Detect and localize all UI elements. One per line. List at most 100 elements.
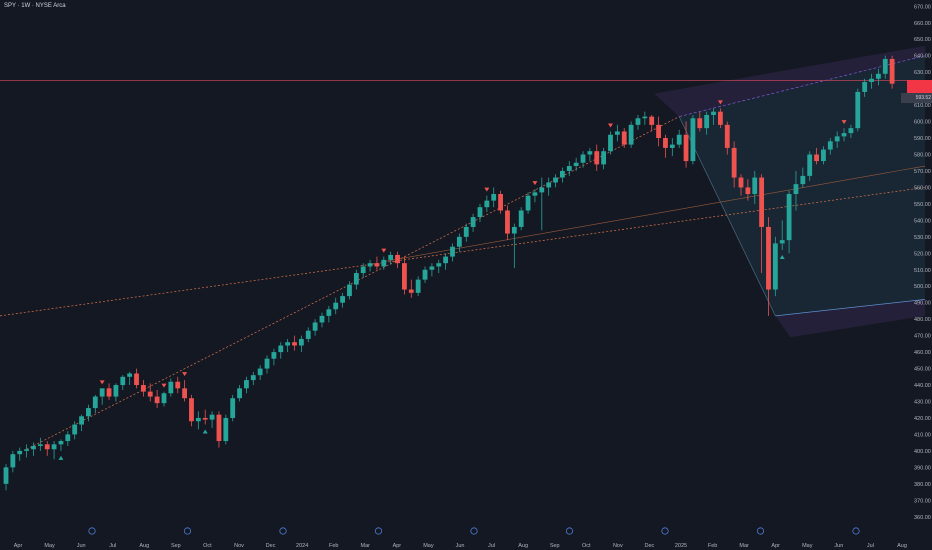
candle-body: [827, 141, 833, 150]
x-tick-label: Feb: [708, 543, 717, 549]
candle-body: [31, 445, 36, 450]
candle-body: [168, 381, 174, 394]
candle-body: [244, 380, 249, 389]
candles-layer: [3, 55, 895, 491]
candle-body: [195, 417, 201, 422]
candle-body: [347, 284, 352, 297]
candle-body: [882, 58, 888, 74]
candle-body: [601, 151, 607, 165]
candle-body: [807, 154, 813, 176]
y-tick-label: 490.00: [914, 301, 931, 307]
candle-body: [422, 269, 428, 280]
candle-body: [717, 111, 723, 125]
candle-body: [58, 441, 64, 445]
y-tick-label: 650.00: [914, 37, 931, 43]
candle-body: [161, 393, 167, 404]
candle-body: [800, 175, 806, 185]
candle-body: [724, 124, 730, 148]
candle-body: [312, 322, 318, 331]
candle-body: [230, 398, 236, 418]
x-tick-label: Dec: [266, 543, 276, 549]
y-tick-label: 470.00: [914, 334, 931, 340]
candle-body: [305, 330, 311, 339]
candle-body: [477, 207, 483, 218]
candle-body: [566, 166, 572, 171]
y-tick-label: 370.00: [914, 498, 931, 504]
event-marker-icon: [852, 527, 860, 535]
y-tick-label: 530.00: [914, 235, 931, 241]
candle-body: [841, 133, 847, 137]
candle-body: [257, 368, 263, 376]
candle-body: [189, 398, 194, 422]
candle-body: [415, 279, 421, 293]
drawings-layer: [0, 45, 932, 450]
candle-body: [72, 424, 78, 435]
candle-body: [106, 388, 112, 397]
candle-body: [745, 187, 751, 195]
candle-body: [621, 131, 627, 145]
candle-body: [237, 388, 242, 399]
candle-body: [326, 309, 332, 316]
candle-body: [697, 118, 703, 129]
candle-body: [855, 91, 861, 129]
candle-body: [79, 416, 84, 425]
candle-body: [553, 177, 558, 183]
y-tick-label: 550.00: [914, 202, 931, 208]
candle-body: [10, 454, 16, 468]
y-tick-label: 670.00: [914, 4, 931, 10]
y-tick-label: 630.00: [914, 70, 931, 76]
candle-body: [580, 154, 586, 163]
channel-fill: [679, 55, 925, 316]
sell-marker: [532, 181, 538, 186]
x-tick-label: Nov: [234, 543, 244, 549]
event-marker-icon: [183, 527, 192, 535]
x-tick-label: Jul: [867, 543, 874, 549]
candle-body: [869, 78, 874, 83]
candle-body: [587, 151, 593, 155]
candle-body: [86, 408, 91, 417]
candle-body: [264, 358, 270, 369]
x-tick-label: Sep: [171, 543, 181, 549]
candle-body: [663, 138, 668, 148]
x-tick-label: Sep: [550, 543, 560, 549]
candle-body: [539, 187, 545, 193]
candle-body: [3, 467, 9, 484]
candle-body: [285, 342, 291, 346]
x-tick-label: Jul: [488, 543, 495, 549]
x-tick-label: May: [423, 543, 434, 549]
buy-marker: [779, 255, 785, 260]
y-tick-label: 430.00: [914, 399, 931, 405]
x-tick-label: Aug: [139, 543, 149, 549]
event-marker-icon: [88, 527, 96, 535]
buy-marker: [58, 455, 64, 460]
candle-body: [635, 118, 641, 125]
x-tick-label: Oct: [203, 543, 212, 549]
candle-body: [298, 338, 304, 346]
x-tick-label: Jun: [834, 543, 843, 549]
candle-body: [367, 263, 373, 267]
y-tick-label: 640.00: [914, 54, 931, 60]
candle-body: [821, 149, 826, 162]
candle-body: [223, 417, 229, 442]
y-tick-label: 520.00: [914, 251, 931, 257]
y-tick-label: 360.00: [914, 515, 931, 521]
candle-body: [450, 246, 455, 257]
candle-body: [250, 375, 256, 381]
candle-body: [360, 266, 366, 274]
candle-body: [505, 210, 510, 234]
markers-layer: [58, 100, 847, 460]
y-tick-label: 580.00: [914, 152, 931, 158]
candle-body: [491, 194, 497, 201]
candle-body: [140, 385, 146, 392]
event-marker-icon: [470, 527, 478, 535]
candle-body: [429, 266, 435, 270]
channel-top-fill: [654, 45, 925, 117]
candle-body: [608, 134, 613, 152]
y-tick-label: 460.00: [914, 350, 931, 356]
candle-body: [99, 388, 105, 397]
candle-body: [704, 114, 710, 129]
y-tick-label: 500.00: [914, 284, 931, 290]
candle-body: [408, 289, 414, 293]
candle-body: [759, 177, 765, 227]
